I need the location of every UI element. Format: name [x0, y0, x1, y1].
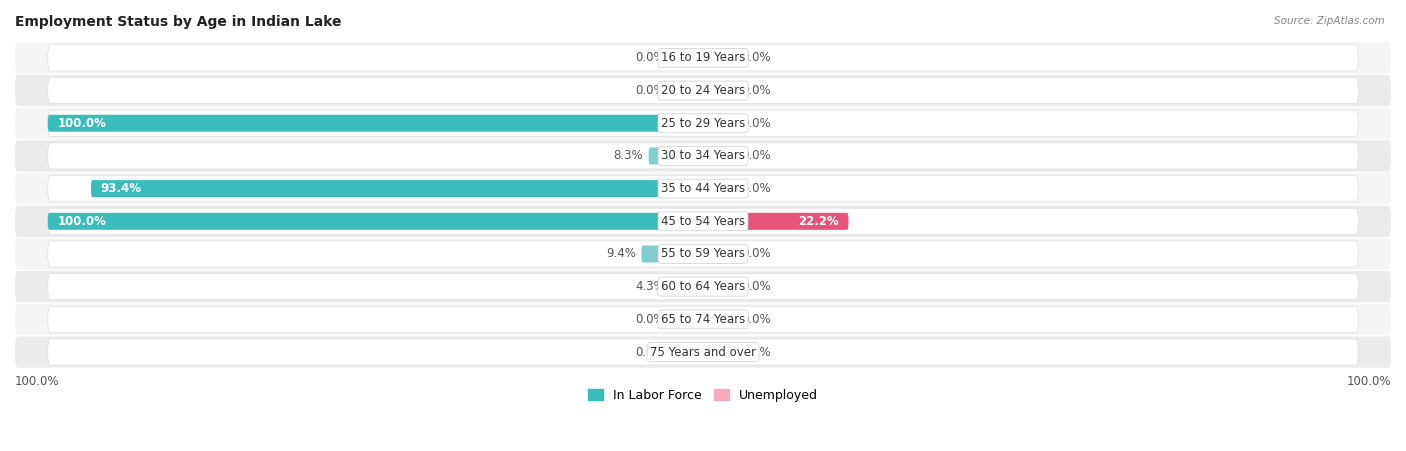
- Text: 4.3%: 4.3%: [636, 280, 665, 293]
- Text: 8.3%: 8.3%: [614, 149, 644, 162]
- FancyBboxPatch shape: [703, 147, 735, 165]
- FancyBboxPatch shape: [15, 271, 1391, 302]
- FancyBboxPatch shape: [15, 140, 1391, 172]
- Text: 0.0%: 0.0%: [636, 51, 665, 64]
- FancyBboxPatch shape: [703, 49, 735, 66]
- FancyBboxPatch shape: [15, 206, 1391, 237]
- FancyBboxPatch shape: [671, 311, 703, 328]
- FancyBboxPatch shape: [48, 306, 1358, 332]
- Text: 60 to 64 Years: 60 to 64 Years: [661, 280, 745, 293]
- FancyBboxPatch shape: [48, 213, 703, 230]
- Text: 5.0%: 5.0%: [741, 182, 770, 195]
- Text: 0.0%: 0.0%: [741, 117, 770, 130]
- FancyBboxPatch shape: [703, 344, 735, 360]
- FancyBboxPatch shape: [48, 110, 1358, 136]
- FancyBboxPatch shape: [703, 311, 735, 328]
- FancyBboxPatch shape: [15, 42, 1391, 74]
- FancyBboxPatch shape: [15, 173, 1391, 204]
- FancyBboxPatch shape: [48, 45, 1358, 71]
- Text: 0.0%: 0.0%: [741, 84, 770, 97]
- FancyBboxPatch shape: [703, 278, 735, 295]
- Text: 0.0%: 0.0%: [741, 51, 770, 64]
- FancyBboxPatch shape: [48, 115, 703, 132]
- FancyBboxPatch shape: [641, 245, 703, 262]
- Text: 25 to 29 Years: 25 to 29 Years: [661, 117, 745, 130]
- FancyBboxPatch shape: [48, 143, 1358, 169]
- Text: 0.0%: 0.0%: [741, 313, 770, 326]
- FancyBboxPatch shape: [15, 336, 1391, 368]
- Text: 100.0%: 100.0%: [1347, 375, 1391, 388]
- FancyBboxPatch shape: [703, 245, 735, 262]
- FancyBboxPatch shape: [671, 344, 703, 360]
- Text: 30 to 34 Years: 30 to 34 Years: [661, 149, 745, 162]
- FancyBboxPatch shape: [48, 241, 1358, 267]
- Text: 55 to 59 Years: 55 to 59 Years: [661, 248, 745, 261]
- FancyBboxPatch shape: [648, 147, 703, 165]
- FancyBboxPatch shape: [671, 278, 703, 295]
- Text: 22.2%: 22.2%: [797, 215, 838, 228]
- FancyBboxPatch shape: [48, 274, 1358, 300]
- FancyBboxPatch shape: [48, 208, 1358, 235]
- Text: Employment Status by Age in Indian Lake: Employment Status by Age in Indian Lake: [15, 15, 342, 29]
- FancyBboxPatch shape: [48, 78, 1358, 104]
- FancyBboxPatch shape: [703, 180, 735, 197]
- FancyBboxPatch shape: [91, 180, 703, 197]
- FancyBboxPatch shape: [48, 339, 1358, 365]
- Text: 75 Years and over: 75 Years and over: [650, 345, 756, 359]
- FancyBboxPatch shape: [15, 107, 1391, 139]
- Text: 35 to 44 Years: 35 to 44 Years: [661, 182, 745, 195]
- FancyBboxPatch shape: [15, 238, 1391, 270]
- Text: 0.0%: 0.0%: [741, 248, 770, 261]
- FancyBboxPatch shape: [703, 213, 848, 230]
- Text: 100.0%: 100.0%: [58, 117, 107, 130]
- Text: 100.0%: 100.0%: [58, 215, 107, 228]
- Text: 0.0%: 0.0%: [741, 149, 770, 162]
- Text: 93.4%: 93.4%: [101, 182, 142, 195]
- Text: 0.0%: 0.0%: [636, 313, 665, 326]
- Text: 0.0%: 0.0%: [636, 84, 665, 97]
- FancyBboxPatch shape: [703, 115, 735, 132]
- Text: 0.0%: 0.0%: [741, 280, 770, 293]
- Text: 9.4%: 9.4%: [606, 248, 636, 261]
- Legend: In Labor Force, Unemployed: In Labor Force, Unemployed: [583, 384, 823, 407]
- Text: 45 to 54 Years: 45 to 54 Years: [661, 215, 745, 228]
- Text: 100.0%: 100.0%: [15, 375, 59, 388]
- FancyBboxPatch shape: [48, 175, 1358, 202]
- FancyBboxPatch shape: [15, 304, 1391, 335]
- Text: 0.0%: 0.0%: [741, 345, 770, 359]
- FancyBboxPatch shape: [15, 75, 1391, 106]
- Text: 20 to 24 Years: 20 to 24 Years: [661, 84, 745, 97]
- FancyBboxPatch shape: [703, 82, 735, 99]
- Text: 65 to 74 Years: 65 to 74 Years: [661, 313, 745, 326]
- Text: 0.0%: 0.0%: [636, 345, 665, 359]
- FancyBboxPatch shape: [671, 49, 703, 66]
- Text: 16 to 19 Years: 16 to 19 Years: [661, 51, 745, 64]
- Text: Source: ZipAtlas.com: Source: ZipAtlas.com: [1274, 16, 1385, 26]
- FancyBboxPatch shape: [671, 82, 703, 99]
